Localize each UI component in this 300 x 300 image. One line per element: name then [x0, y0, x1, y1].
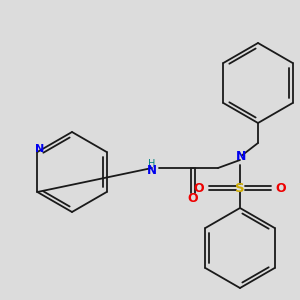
Text: S: S — [235, 182, 245, 194]
Text: N: N — [35, 144, 44, 154]
Text: N: N — [236, 151, 246, 164]
Text: O: O — [194, 182, 204, 194]
Text: O: O — [188, 192, 198, 205]
Text: H: H — [148, 159, 156, 170]
Text: N: N — [147, 164, 157, 177]
Text: O: O — [276, 182, 286, 194]
